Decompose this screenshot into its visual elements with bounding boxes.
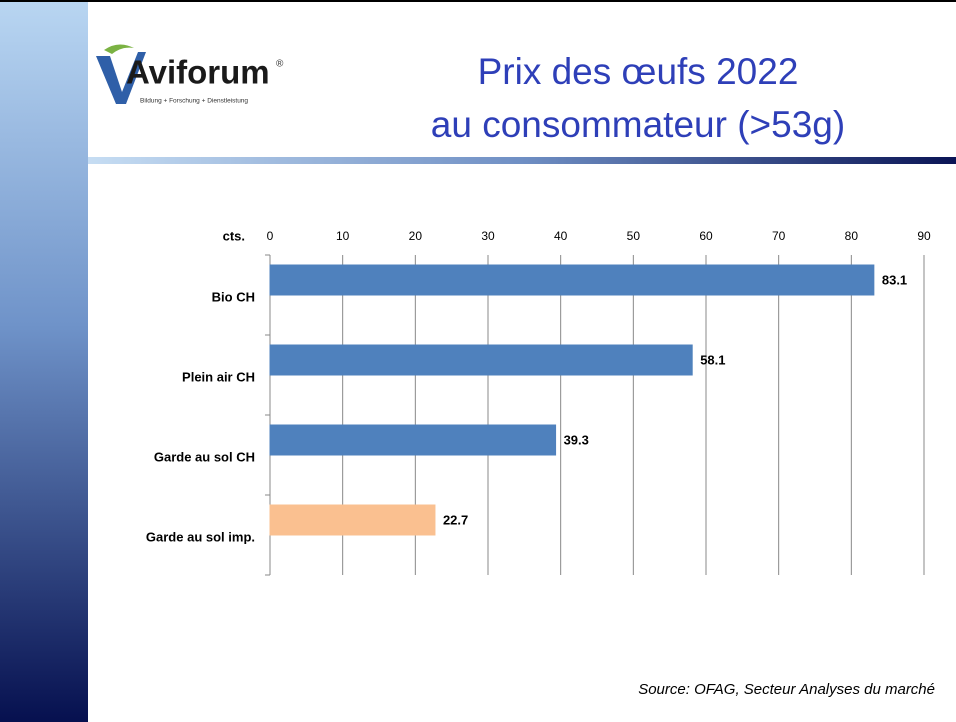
y-tick-label: Plein air CH xyxy=(182,369,255,384)
x-tick-label: 70 xyxy=(772,229,786,243)
logo-name: Aviforum xyxy=(126,54,270,91)
x-tick-label: 40 xyxy=(554,229,568,243)
logo-tagline: Bildung + Forschung + Dienstleistung xyxy=(140,98,248,105)
x-tick-label: 0 xyxy=(267,229,274,243)
y-tick-label: Garde au sol CH xyxy=(154,449,255,464)
x-tick-label: 90 xyxy=(917,229,931,243)
logo-mark: ® xyxy=(276,59,284,70)
bar xyxy=(269,344,693,376)
title-rule xyxy=(88,157,956,164)
value-label: 83.1 xyxy=(882,272,907,287)
bar xyxy=(269,264,875,296)
value-label: 22.7 xyxy=(443,512,468,527)
logo: Aviforum ® Bildung + Forschung + Dienstl… xyxy=(96,44,284,105)
title-line: Prix des œufs 2022 xyxy=(478,51,799,92)
y-tick-label: Bio CH xyxy=(212,289,255,304)
value-label: 58.1 xyxy=(700,352,725,367)
x-tick-label: 50 xyxy=(627,229,641,243)
logo-icon xyxy=(96,52,146,104)
x-tick-label: 10 xyxy=(336,229,350,243)
axis-label: cts. xyxy=(223,228,245,243)
x-tick-label: 30 xyxy=(481,229,495,243)
value-label: 39.3 xyxy=(564,432,589,447)
sidebar xyxy=(0,0,88,722)
x-tick-label: 80 xyxy=(845,229,859,243)
bar xyxy=(269,504,436,536)
y-tick-label: Garde au sol imp. xyxy=(146,529,255,544)
x-tick-label: 20 xyxy=(409,229,423,243)
source-note: Source: OFAG, Secteur Analyses du marché xyxy=(638,681,935,698)
x-tick-label: 60 xyxy=(699,229,713,243)
title-line: au consommateur (>53g) xyxy=(431,104,845,145)
logo-bird xyxy=(104,44,134,54)
bar xyxy=(269,424,557,456)
